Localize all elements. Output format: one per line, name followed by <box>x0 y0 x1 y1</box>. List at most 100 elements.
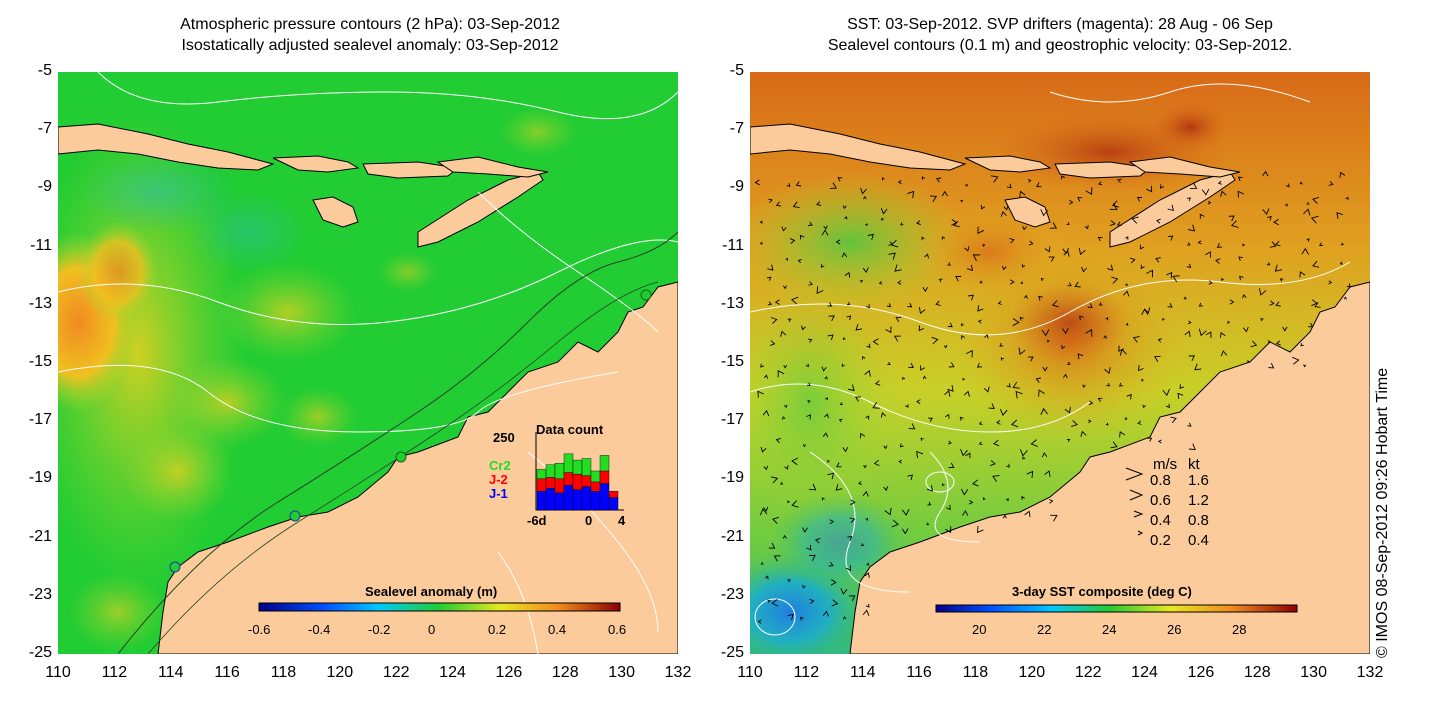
x-tick-label: 122 <box>382 664 410 681</box>
velocity-arrow <box>757 619 762 624</box>
velocity-arrow <box>922 375 927 380</box>
velocity-arrow <box>1000 357 1005 361</box>
velocity-arrow <box>941 190 948 197</box>
velocity-arrow <box>841 363 845 368</box>
velocity-arrow <box>943 344 948 349</box>
velocity-arrow <box>842 616 847 620</box>
velocity-arrow <box>966 264 974 272</box>
velocity-arrow <box>775 201 782 207</box>
velocity-arrow <box>1066 438 1071 442</box>
velocity-arrow <box>862 609 870 616</box>
velocity-arrow <box>846 315 852 321</box>
velocity-arrow <box>1220 190 1227 197</box>
velocity-arrow <box>773 555 781 562</box>
inset-bar-j2 <box>536 478 547 492</box>
velocity-arrow <box>862 267 869 274</box>
right-title-line2: Sealevel contours (0.1 m) and geostrophi… <box>827 37 1293 54</box>
left-title-line1: Atmospheric pressure contours (2 hPa): 0… <box>180 16 560 33</box>
velocity-arrow <box>976 525 984 534</box>
velocity-arrow <box>791 500 799 508</box>
x-tick-label: 126 <box>495 664 523 681</box>
y-tick-label: -5 <box>37 62 52 79</box>
velocity-arrow <box>791 457 799 466</box>
velocity-arrow <box>844 271 851 278</box>
velocity-arrow <box>1071 420 1078 428</box>
velocity-arrow <box>921 236 925 241</box>
velocity-arrow <box>841 252 848 258</box>
inset-bar-cr2 <box>572 459 583 475</box>
velocity-arrow <box>808 338 813 343</box>
velocity-arrow <box>1069 199 1074 205</box>
x-tick-label: 112 <box>793 664 820 681</box>
velocity-arrow <box>1292 356 1300 365</box>
velocity-arrow <box>947 322 953 328</box>
velocity-arrow <box>1187 242 1191 246</box>
velocity-arrow <box>828 315 835 322</box>
velocity-arrow <box>964 246 970 252</box>
velocity-arrow <box>1275 340 1281 346</box>
velocity-arrow <box>927 501 932 506</box>
velocity-arrow <box>1154 355 1161 362</box>
velocity-arrow <box>1314 301 1321 308</box>
velocity-arrow <box>1215 258 1221 264</box>
velocity-arrow <box>1063 250 1070 257</box>
velocity-arrow <box>1275 301 1281 307</box>
inset-bar-j1 <box>563 484 574 511</box>
velocity-arrow <box>1186 263 1192 269</box>
velocity-arrow <box>1097 397 1103 402</box>
x-tick-label: 122 <box>1074 664 1102 681</box>
velocity-arrow <box>784 465 789 470</box>
velocity-arrow <box>1172 275 1180 283</box>
velocity-arrow <box>1188 224 1196 232</box>
velocity-arrow <box>983 386 990 393</box>
velocity-arrow <box>873 459 880 467</box>
velocity-arrow <box>1199 213 1205 219</box>
velocity-arrow <box>1274 240 1281 247</box>
velocity-arrow <box>1140 264 1145 270</box>
velocity-arrow <box>767 264 774 271</box>
velocity-arrow <box>992 475 1000 483</box>
velocity-arrow <box>1081 266 1087 273</box>
inset-bar-j2 <box>563 472 574 486</box>
velocity-arrow <box>821 229 829 236</box>
x-tick-label: 124 <box>1131 664 1158 681</box>
velocity-arrow <box>918 325 925 332</box>
velocity-arrow <box>1038 389 1045 397</box>
velocity-arrow <box>1019 190 1026 198</box>
velocity-arrow <box>828 561 834 567</box>
velocity-arrow <box>1189 182 1198 190</box>
velocity-arrow <box>822 432 829 438</box>
velocity-arrow <box>1040 278 1044 282</box>
velocity-arrow <box>1285 183 1290 188</box>
velocity-arrow <box>786 183 791 187</box>
velocity-arrow <box>848 595 856 602</box>
velocity-arrow <box>1078 247 1086 256</box>
sst-map <box>750 72 1370 654</box>
velocity-arrow <box>872 401 880 409</box>
y-tick-label: -13 <box>720 294 744 312</box>
velocity-arrow <box>916 450 924 459</box>
velocity-arrow <box>1170 416 1177 424</box>
velocity-arrow <box>838 418 843 423</box>
velocity-arrow <box>902 376 906 381</box>
velocity-arrow <box>1003 205 1009 211</box>
velocity-legend-kt-value: 0.4 <box>1188 532 1209 549</box>
velocity-arrow <box>789 238 796 244</box>
velocity-arrow <box>866 343 871 348</box>
velocity-arrow <box>1098 302 1103 306</box>
velocity-arrow <box>960 322 964 327</box>
velocity-arrow <box>860 187 867 195</box>
y-tick-label: -19 <box>28 469 52 487</box>
velocity-arrow <box>1040 407 1048 415</box>
velocity-arrow <box>775 437 781 444</box>
velocity-arrow <box>821 366 827 372</box>
velocity-arrow <box>1131 216 1139 224</box>
velocity-arrow <box>874 380 881 386</box>
velocity-arrow <box>823 225 828 230</box>
velocity-arrow <box>1066 222 1070 225</box>
velocity-arrow <box>1237 190 1245 198</box>
velocity-arrow <box>1129 257 1136 264</box>
velocity-arrow <box>859 279 863 283</box>
velocity-arrow <box>908 423 916 430</box>
velocity-arrow <box>941 236 946 240</box>
